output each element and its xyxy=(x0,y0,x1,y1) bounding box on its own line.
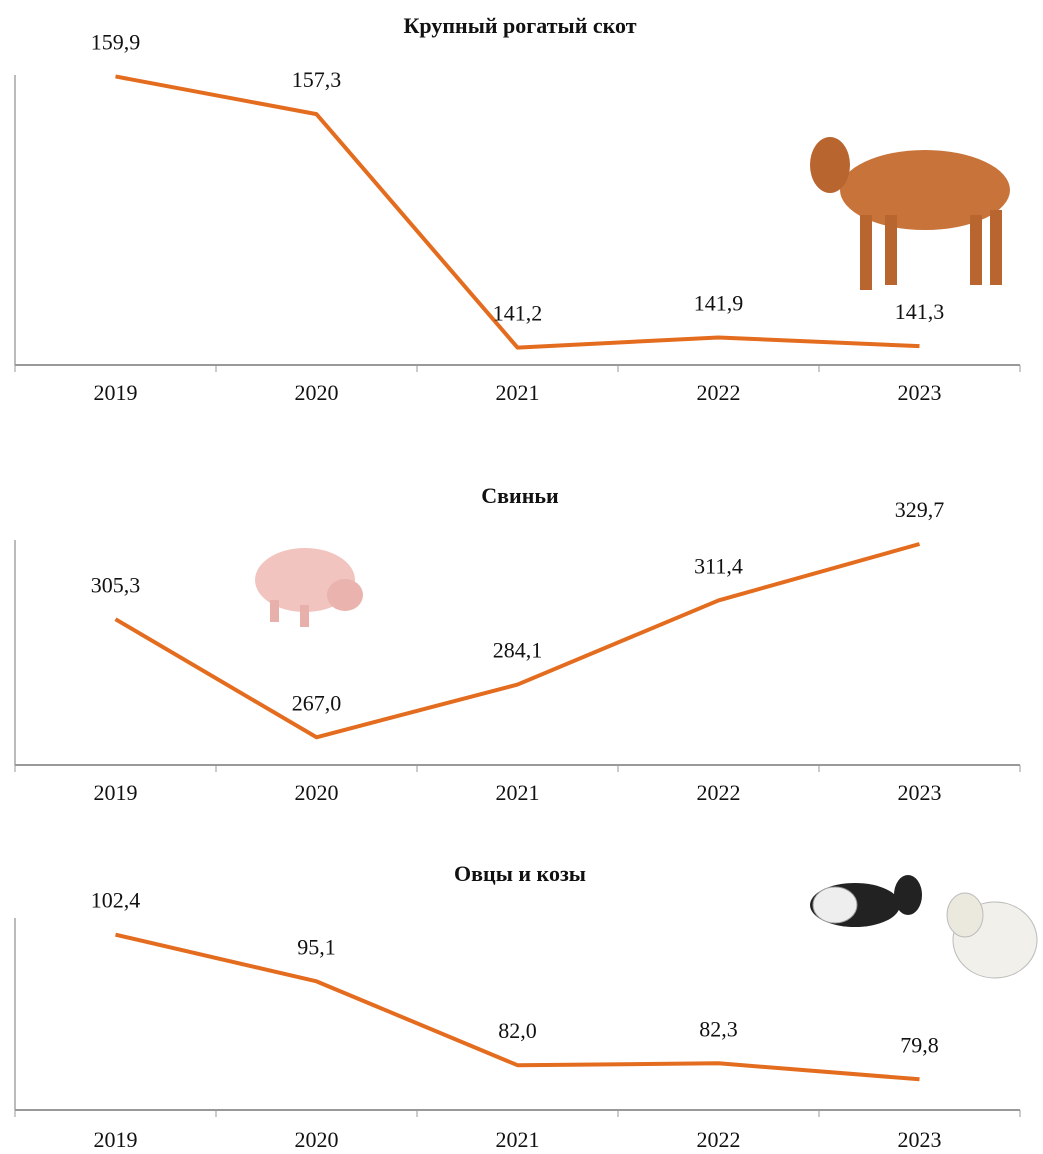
x-tick-label: 2022 xyxy=(697,780,741,805)
x-tick-label: 2020 xyxy=(295,1127,339,1152)
data-label: 82,3 xyxy=(699,1016,738,1041)
x-tick-label: 2021 xyxy=(496,780,540,805)
data-label: 141,3 xyxy=(895,299,945,324)
data-label: 95,1 xyxy=(297,934,336,959)
x-tick-label: 2019 xyxy=(94,780,138,805)
x-tick-label: 2022 xyxy=(697,380,741,405)
x-tick-label: 2023 xyxy=(898,380,942,405)
goat-sheep-icon xyxy=(810,875,1038,979)
data-line xyxy=(115,932,920,1082)
x-tick-label: 2020 xyxy=(295,780,339,805)
pig-icon xyxy=(255,548,363,627)
data-label: 82,0 xyxy=(498,1018,537,1043)
x-tick-label: 2020 xyxy=(295,380,339,405)
chart-title: Крупный рогатый скот xyxy=(403,13,636,38)
data-label: 311,4 xyxy=(694,553,743,578)
data-label: 159,9 xyxy=(91,29,141,54)
data-label: 141,9 xyxy=(694,290,744,315)
x-tick-label: 2019 xyxy=(94,380,138,405)
data-label: 79,8 xyxy=(900,1032,939,1057)
x-tick-label: 2019 xyxy=(94,1127,138,1152)
x-tick-label: 2021 xyxy=(496,380,540,405)
cow-icon xyxy=(810,137,1010,290)
data-label: 267,0 xyxy=(292,690,342,715)
x-tick-label: 2023 xyxy=(898,780,942,805)
data-label: 157,3 xyxy=(292,67,342,92)
chart-title: Свиньи xyxy=(481,483,559,508)
chart-title: Овцы и козы xyxy=(454,861,586,886)
data-label: 102,4 xyxy=(91,888,141,913)
data-label: 141,2 xyxy=(493,301,543,326)
x-tick-label: 2022 xyxy=(697,1127,741,1152)
data-line xyxy=(115,74,920,350)
data-label: 329,7 xyxy=(895,497,945,522)
x-tick-label: 2021 xyxy=(496,1127,540,1152)
data-label: 305,3 xyxy=(91,572,141,597)
data-line xyxy=(114,542,921,740)
data-label: 284,1 xyxy=(493,638,543,663)
x-tick-label: 2023 xyxy=(898,1127,942,1152)
